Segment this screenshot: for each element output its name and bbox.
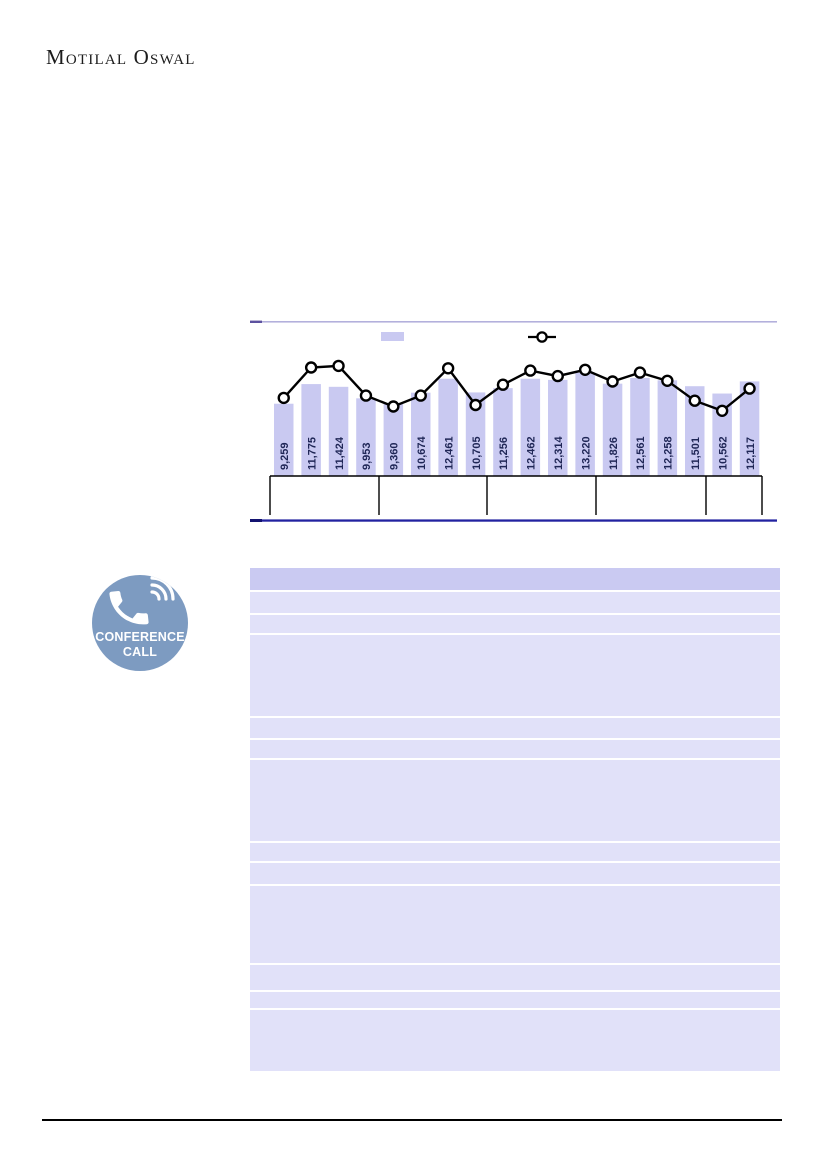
bar (301, 384, 321, 476)
line-point (578, 363, 592, 376)
bar-value-label: 10,705 (471, 436, 483, 470)
conference-call-label: CONFERENCE CALL (92, 630, 188, 659)
table-row (250, 841, 780, 861)
bar-value-label: 9,953 (361, 442, 373, 470)
bar-value-label: 10,674 (416, 435, 428, 470)
bar (685, 386, 705, 476)
line-point (661, 374, 674, 387)
bar-value-label: 12,461 (443, 436, 455, 470)
brand-logo: Motilal Oswal (46, 45, 196, 69)
top-divider-cap (250, 320, 262, 323)
line-point (524, 364, 537, 377)
line-point (332, 359, 345, 373)
line-point (469, 398, 482, 412)
legend-line-swatch (528, 331, 556, 343)
top-divider-line (262, 321, 777, 323)
bar (465, 392, 486, 476)
line-point (633, 366, 647, 379)
line-point (387, 400, 400, 413)
bar-value-label: 12,258 (663, 436, 675, 470)
bar (739, 381, 760, 476)
table-row (250, 990, 780, 1008)
chart-legend (381, 331, 556, 343)
sound-waves-icon (150, 576, 175, 601)
line-point (606, 375, 619, 388)
bar (630, 377, 650, 476)
bar-labels-group: 9,259 11,775 11,424 9,953 9,360 10,674 12,461 1… (279, 435, 757, 470)
bar-value-label: 13,220 (580, 436, 592, 470)
bar (356, 398, 376, 476)
conference-call-badge[interactable]: CONFERENCE CALL (92, 575, 188, 671)
bar (274, 403, 294, 476)
bar (548, 379, 568, 476)
bar-value-label: 12,462 (526, 436, 538, 470)
table-row (250, 884, 780, 963)
table-header-row (250, 568, 780, 590)
bar-value-label: 11,775 (306, 437, 318, 470)
phone-handset-icon (109, 591, 149, 625)
conference-call-label-line2: CALL (122, 644, 158, 659)
bar-value-label: 11,826 (608, 437, 620, 470)
bar-value-label: 11,424 (334, 436, 346, 470)
details-table (250, 568, 780, 1071)
bar (411, 392, 431, 476)
table-row (250, 758, 780, 841)
table-row (250, 861, 780, 884)
line-path (282, 364, 751, 413)
bar (575, 372, 595, 476)
bar (493, 388, 513, 476)
line-point (277, 391, 290, 405)
table-row (250, 963, 780, 990)
table-row (250, 1008, 780, 1071)
bar-value-label: 12,314 (553, 435, 565, 470)
bar (328, 386, 349, 476)
line-point (715, 404, 729, 418)
line-point (359, 389, 373, 402)
bar-value-label: 9,259 (279, 442, 291, 470)
conference-call-label-line1: CONFERENCE (95, 630, 185, 644)
bottom-divider-line (262, 519, 777, 522)
bar (383, 402, 404, 476)
bottom-divider-cap (250, 519, 262, 522)
bar-value-label: 11,256 (498, 437, 510, 470)
bar-value-label: 11,501 (690, 437, 702, 470)
line-series-group (277, 359, 756, 418)
bar-value-label: 10,562 (717, 436, 729, 470)
bar (602, 383, 623, 476)
line-point (551, 369, 564, 383)
line-point (304, 361, 318, 374)
bar (438, 378, 458, 476)
bar-value-label: 12,117 (745, 437, 757, 470)
bar (520, 378, 541, 476)
table-row (250, 633, 780, 716)
chart-svg: 9,259 11,775 11,424 9,953 9,360 10,674 12,461 1… (250, 320, 777, 522)
line-point (743, 382, 756, 395)
axis-group (269, 475, 763, 515)
footer-rule (42, 1119, 782, 1121)
bar-value-label: 12,561 (635, 436, 647, 470)
line-point (496, 378, 510, 391)
table-row (250, 716, 780, 738)
chart-section: 9,259 11,775 11,424 9,953 9,360 10,674 12,461 1… (250, 318, 780, 526)
bar-value-label: 9,360 (389, 442, 401, 470)
line-point (688, 394, 701, 407)
table-row (250, 738, 780, 758)
line-point (441, 362, 455, 375)
bar (657, 380, 678, 476)
table-row (250, 613, 780, 633)
line-point (414, 389, 427, 402)
legend-bar-swatch (381, 332, 404, 341)
table-row (250, 590, 780, 613)
bars-group (274, 372, 760, 476)
